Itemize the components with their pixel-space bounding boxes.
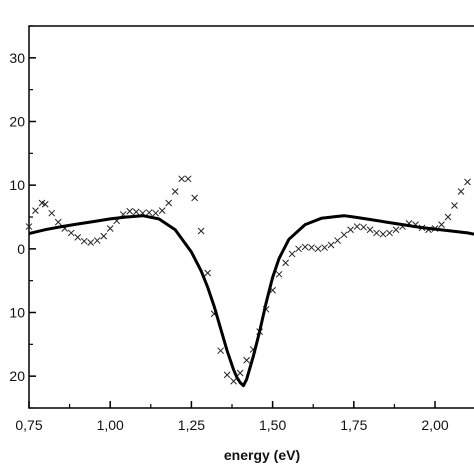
data-point	[392, 226, 400, 234]
data-point	[145, 209, 153, 216]
data-point	[334, 237, 341, 244]
data-point	[282, 259, 289, 267]
y-axis-ticks: 30 20 10 0 10 20	[9, 25, 36, 409]
data-point	[444, 213, 452, 221]
x-tick-label: 1,25	[178, 417, 205, 433]
data-point	[301, 243, 309, 251]
data-point	[379, 230, 387, 238]
fit-line-group	[28, 214, 474, 388]
data-point	[236, 369, 244, 377]
y-tick-label: 20	[9, 114, 25, 130]
y-tick-label: 30	[9, 50, 25, 66]
data-point	[451, 202, 458, 209]
data-point	[87, 239, 95, 246]
data-point	[223, 371, 231, 379]
data-point	[48, 209, 56, 217]
data-point	[67, 229, 75, 237]
data-point	[321, 244, 328, 251]
x-tick-label: 1,75	[340, 417, 367, 433]
data-point	[373, 229, 380, 237]
data-point	[314, 245, 322, 253]
data-point	[41, 200, 49, 208]
x-tick-label: 2,00	[421, 417, 448, 433]
data-point	[191, 194, 199, 202]
data-point	[25, 223, 33, 230]
data-point	[132, 208, 140, 216]
data-point	[204, 269, 212, 277]
data-point	[54, 218, 62, 226]
data-point	[80, 237, 88, 245]
data-point	[74, 234, 82, 241]
data-point	[93, 237, 101, 244]
data-point	[32, 207, 39, 214]
data-point	[295, 245, 302, 253]
fit-line	[28, 214, 474, 388]
data-point	[197, 227, 205, 235]
data-point	[340, 231, 348, 239]
y-tick-label: 10	[9, 305, 25, 321]
x-axis-title: energy (eV)	[224, 447, 300, 463]
data-point	[217, 347, 224, 355]
data-point	[360, 223, 367, 231]
y-tick-label: 20	[9, 368, 25, 384]
data-point	[464, 178, 471, 186]
x-axis-ticks: 0,75 1,00 1,25 1,50 1,75 2,00	[15, 401, 449, 433]
data-point	[171, 188, 179, 195]
data-point	[366, 226, 374, 234]
data-point	[288, 250, 296, 258]
x-tick-label: 1,00	[97, 417, 124, 433]
data-point	[327, 241, 335, 249]
x-tick-label: 0,75	[15, 417, 42, 433]
data-point	[178, 175, 186, 183]
data-point	[386, 229, 393, 237]
data-point	[243, 356, 250, 364]
data-point	[438, 221, 445, 228]
data-markers	[25, 175, 471, 385]
x-tick-label: 1,50	[259, 417, 286, 433]
y-tick-label: 0	[17, 241, 25, 257]
data-point	[347, 226, 354, 234]
data-point	[100, 232, 108, 240]
data-point	[184, 175, 192, 183]
data-point	[106, 225, 114, 232]
data-point	[308, 244, 315, 251]
data-point	[158, 207, 166, 214]
data-point	[165, 199, 173, 207]
data-point	[152, 209, 160, 217]
data-point	[457, 188, 465, 195]
y-tick-label: 10	[9, 177, 25, 193]
data-point	[230, 377, 237, 385]
data-point	[353, 223, 361, 230]
data-point	[126, 207, 134, 215]
data-point	[275, 270, 283, 278]
